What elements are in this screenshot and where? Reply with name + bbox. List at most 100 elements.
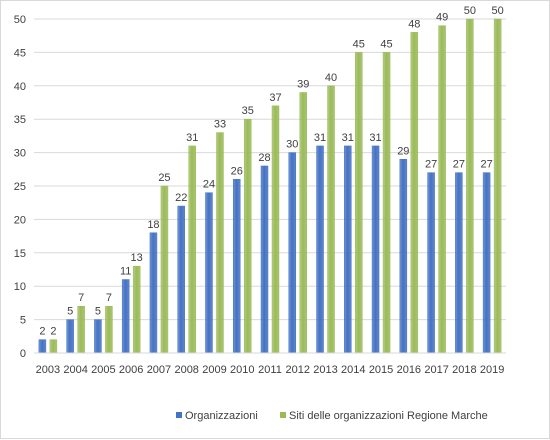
data-label-siti-2009: 33	[214, 119, 226, 131]
data-label-siti-2008: 31	[186, 132, 198, 144]
bar-siti-2018	[466, 18, 474, 354]
x-tick-label-2016: 2016	[397, 364, 421, 376]
bar-organizzazioni-2018	[455, 172, 463, 354]
bar-organizzazioni-2010	[232, 179, 241, 354]
x-tick-label-2011: 2011	[258, 364, 282, 376]
data-label-siti-2012: 39	[297, 78, 309, 90]
data-label-organizzazioni-2012: 30	[286, 139, 298, 151]
bar-siti-2017	[438, 25, 446, 354]
data-label-siti-2014: 45	[353, 38, 365, 50]
bar-organizzazioni-2016	[399, 159, 408, 354]
bar-siti-2007	[160, 185, 169, 354]
data-label-organizzazioni-2005: 5	[95, 306, 101, 318]
legend-swatch-organizzazioni	[176, 412, 182, 418]
bar-siti-2016	[410, 32, 419, 354]
data-label-siti-2005: 7	[106, 292, 112, 304]
x-tick-label-2019: 2019	[480, 364, 504, 376]
bar-organizzazioni-2017	[427, 172, 435, 354]
bar-organizzazioni-2007	[149, 232, 158, 354]
data-label-organizzazioni-2008: 22	[175, 192, 187, 204]
data-label-organizzazioni-2006: 11	[120, 266, 131, 278]
data-label-organizzazioni-2016: 29	[397, 145, 409, 157]
y-tick-label: 0	[20, 348, 26, 360]
bar-siti-2008	[188, 145, 196, 354]
bar-siti-2006	[132, 265, 141, 354]
legend-label-siti: Siti delle organizzazioni Regione Marche	[289, 410, 488, 422]
x-tick-label-2012: 2012	[286, 364, 310, 376]
bar-siti-2003	[49, 339, 58, 354]
bar-organizzazioni-2009	[205, 192, 213, 354]
x-tick-label-2009: 2009	[202, 364, 226, 376]
bar-siti-2014	[355, 52, 363, 354]
bar-organizzazioni-2005	[94, 319, 102, 354]
data-label-siti-2016: 48	[408, 18, 420, 30]
bar-organizzazioni-2012	[288, 152, 297, 354]
data-label-organizzazioni-2009: 24	[203, 179, 215, 191]
data-label-siti-2013: 40	[325, 72, 337, 84]
bar-organizzazioni-2006	[121, 279, 130, 354]
x-tick-label-2007: 2007	[147, 364, 171, 376]
x-tick-label-2014: 2014	[341, 364, 365, 376]
data-label-siti-2019: 50	[491, 5, 503, 17]
y-tick-label: 45	[14, 47, 26, 59]
data-label-siti-2003: 2	[50, 326, 56, 338]
bar-organizzazioni-2004	[66, 319, 74, 354]
x-tick-label-2010: 2010	[230, 364, 254, 376]
bar-organizzazioni-2015	[371, 145, 380, 354]
x-tick-label-2008: 2008	[174, 364, 198, 376]
bar-organizzazioni-2014	[344, 145, 352, 354]
x-tick-label-2003: 2003	[36, 364, 60, 376]
y-tick-label: 50	[14, 14, 26, 26]
x-tick-label-2015: 2015	[369, 364, 393, 376]
bar-organizzazioni-2019	[482, 172, 491, 354]
data-label-organizzazioni-2017: 27	[425, 159, 437, 171]
y-tick-label: 25	[14, 181, 26, 193]
y-axis-tick-labels: 0 5 10 15 20 25 30 35 40 45 50	[14, 14, 26, 360]
x-tick-label-2013: 2013	[313, 364, 337, 376]
data-label-organizzazioni-2011: 28	[258, 152, 270, 164]
legend: Organizzazioni Siti delle organizzazioni …	[176, 410, 488, 422]
data-label-organizzazioni-2003: 2	[39, 326, 45, 338]
data-label-organizzazioni-2007: 18	[147, 219, 159, 231]
data-label-siti-2004: 7	[78, 292, 84, 304]
bars	[38, 18, 502, 354]
y-tick-label: 5	[20, 315, 26, 327]
y-tick-label: 20	[14, 214, 26, 226]
y-tick-label: 10	[14, 281, 26, 293]
bar-siti-2013	[327, 85, 335, 354]
bar-organizzazioni-2011	[260, 165, 269, 354]
x-tick-label-2005: 2005	[91, 364, 115, 376]
y-tick-label: 35	[14, 114, 26, 126]
data-label-siti-2006: 13	[131, 252, 143, 264]
x-tick-label-2017: 2017	[424, 364, 448, 376]
data-labels: 2 257571113182522312433263528373039314031…	[39, 5, 503, 338]
data-label-organizzazioni-2015: 31	[369, 132, 381, 144]
y-tick-label: 40	[14, 81, 26, 93]
data-label-organizzazioni-2019: 27	[480, 159, 492, 171]
data-label-organizzazioni-2018: 27	[453, 159, 465, 171]
bar-siti-2005	[105, 305, 113, 354]
bar-siti-2011	[271, 105, 280, 354]
legend-swatch-siti	[280, 412, 286, 418]
bar-siti-2015	[382, 52, 391, 354]
data-label-organizzazioni-2013: 31	[314, 132, 326, 144]
bar-siti-2010	[243, 118, 252, 354]
x-tick-label-2004: 2004	[63, 364, 87, 376]
bar-organizzazioni-2013	[316, 145, 324, 354]
data-label-organizzazioni-2010: 26	[231, 165, 243, 177]
bar-siti-2009	[216, 132, 224, 354]
data-label-organizzazioni-2004: 5	[67, 306, 73, 318]
data-label-organizzazioni-2014: 31	[342, 132, 354, 144]
data-label-siti-2010: 35	[242, 105, 254, 117]
bar-siti-2012	[299, 92, 308, 354]
x-axis-tick-labels: 2003 2004 2005 2006 2007 2008 2009 2010 2011 2012…	[36, 364, 505, 376]
bar-siti-2004	[77, 305, 85, 354]
bar-siti-2019	[493, 18, 502, 354]
data-label-siti-2007: 25	[158, 172, 170, 184]
data-label-siti-2011: 37	[269, 92, 281, 104]
gridlines	[34, 18, 506, 321]
legend-label-organizzazioni: Organizzazioni	[185, 410, 258, 422]
data-label-siti-2015: 45	[380, 38, 392, 50]
